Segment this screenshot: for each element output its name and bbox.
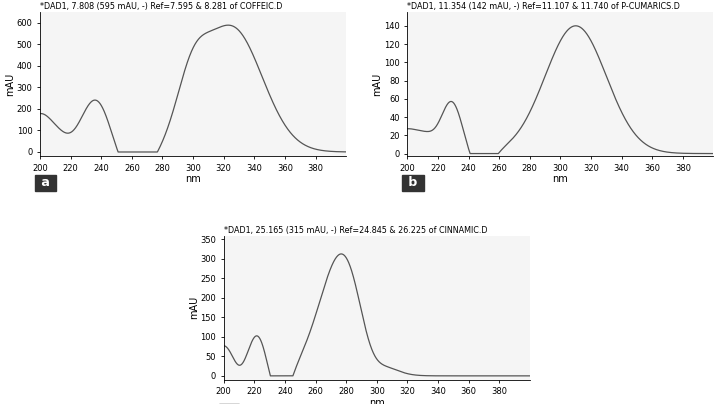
Text: a: a xyxy=(37,177,54,189)
X-axis label: nm: nm xyxy=(185,174,201,184)
Text: *DAD1, 11.354 (142 mAU, -) Ref=11.107 & 11.740 of P-CUMARICS.D: *DAD1, 11.354 (142 mAU, -) Ref=11.107 & … xyxy=(408,2,680,11)
X-axis label: nm: nm xyxy=(369,398,384,404)
X-axis label: nm: nm xyxy=(553,174,569,184)
Text: *DAD1, 7.808 (595 mAU, -) Ref=7.595 & 8.281 of COFFEIC.D: *DAD1, 7.808 (595 mAU, -) Ref=7.595 & 8.… xyxy=(40,2,282,11)
Y-axis label: mAU: mAU xyxy=(189,296,199,319)
Text: b: b xyxy=(404,177,422,189)
Y-axis label: mAU: mAU xyxy=(373,73,383,96)
Y-axis label: mAU: mAU xyxy=(5,73,15,96)
Text: *DAD1, 25.165 (315 mAU, -) Ref=24.845 & 26.225 of CINNAMIC.D: *DAD1, 25.165 (315 mAU, -) Ref=24.845 & … xyxy=(223,226,487,235)
